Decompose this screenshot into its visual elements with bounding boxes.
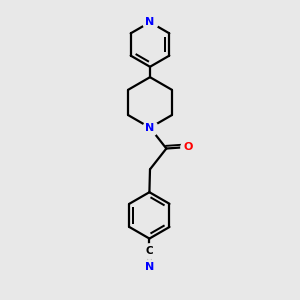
Text: N: N bbox=[146, 17, 154, 27]
Text: N: N bbox=[146, 123, 154, 133]
Text: O: O bbox=[183, 142, 192, 152]
Text: C: C bbox=[146, 246, 153, 256]
Text: N: N bbox=[145, 262, 154, 272]
